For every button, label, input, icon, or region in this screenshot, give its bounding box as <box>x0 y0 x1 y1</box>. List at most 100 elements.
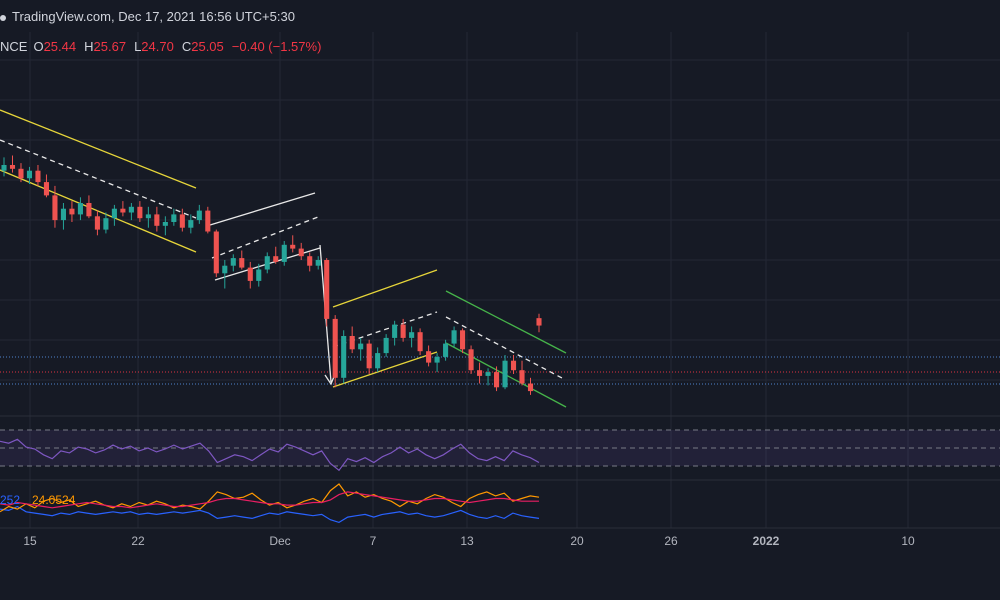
candle-body <box>26 170 33 179</box>
candle <box>281 241 287 266</box>
candle <box>120 201 126 217</box>
candle <box>171 208 177 226</box>
candle-body <box>35 170 41 183</box>
candle-body <box>375 353 381 369</box>
candle-body <box>409 332 415 338</box>
candle <box>358 337 364 361</box>
candle <box>69 201 75 222</box>
candle-body <box>213 231 219 274</box>
candle-body <box>281 244 287 262</box>
candle-body <box>179 214 185 228</box>
candle-body <box>536 318 542 326</box>
candle-body <box>426 351 432 363</box>
candle-body <box>222 265 228 274</box>
change-value: −0.40 (−1.57%) <box>231 39 322 54</box>
candle <box>493 366 500 392</box>
candle-body <box>77 203 83 215</box>
source-name: TradingView.com <box>12 8 111 24</box>
candle-body <box>485 372 491 376</box>
candle <box>26 166 33 184</box>
candle-body <box>400 324 406 338</box>
snapshot-datetime: Dec 17, 2021 16:56 UTC+5:30 <box>118 8 295 24</box>
candle-body <box>383 337 389 354</box>
channel-2-mid <box>211 216 319 259</box>
candle-body <box>230 258 236 266</box>
candle-body <box>392 324 398 338</box>
candle <box>111 204 117 226</box>
adx-line <box>0 491 539 509</box>
candle-body <box>9 165 16 169</box>
candle-body <box>86 203 92 217</box>
candle <box>35 165 41 186</box>
channel-1-upper <box>0 109 197 189</box>
candle <box>213 229 219 278</box>
candle <box>536 313 542 333</box>
candle-body <box>519 370 525 384</box>
candle <box>443 339 449 361</box>
dmi-value-label-2: 24.0524 <box>32 493 76 507</box>
dmi-plus-line <box>0 505 540 524</box>
candle-body <box>145 214 151 219</box>
candle <box>426 345 432 367</box>
time-axis-tick: 20 <box>570 534 584 548</box>
candle-body <box>477 370 483 376</box>
candle <box>222 260 228 289</box>
candle <box>298 242 304 260</box>
candle-body <box>162 222 168 226</box>
ohlc-legend: NCE O25.44 H25.67 L24.70 C25.05 −0.40 (−1.57%… <box>0 39 329 54</box>
attribution-bar: TradingView.com, Dec 17, 2021 16:56 UTC+… <box>0 0 1000 32</box>
candle <box>239 250 245 270</box>
high-value: 25.67 <box>93 39 127 54</box>
candle-body <box>298 248 304 257</box>
candle-body <box>111 208 117 219</box>
candle <box>43 174 50 198</box>
candle-body <box>52 195 58 221</box>
candle-body <box>502 360 508 388</box>
candle-body <box>256 269 262 281</box>
channel-1-mid <box>0 139 197 219</box>
candle-body <box>358 343 364 350</box>
candle <box>230 254 236 272</box>
candle <box>434 353 440 373</box>
candle <box>94 210 100 236</box>
candle-body <box>69 208 75 215</box>
candle <box>264 252 270 274</box>
candle <box>527 377 534 395</box>
close-label: C <box>181 39 192 54</box>
candle-body <box>94 216 100 230</box>
high-label: H <box>84 39 94 54</box>
candle-body <box>205 210 211 232</box>
candle <box>315 256 321 270</box>
candle-body <box>247 267 253 281</box>
candle <box>162 216 168 236</box>
open-label: O <box>33 39 44 54</box>
candle <box>18 163 24 183</box>
candle <box>400 318 406 342</box>
candle <box>502 355 508 390</box>
candle <box>188 214 194 234</box>
candle <box>60 203 66 230</box>
candle-body <box>239 258 245 268</box>
candle-body <box>137 206 143 219</box>
candle <box>205 206 211 234</box>
candle-body <box>443 343 449 357</box>
time-axis-tick: 26 <box>664 534 678 548</box>
candle <box>273 246 279 264</box>
candle <box>247 261 253 289</box>
low-value: 24.70 <box>141 39 174 54</box>
candle-body <box>307 256 313 266</box>
source-separator: , <box>111 8 119 24</box>
candle <box>154 206 160 232</box>
channel-3-upper <box>332 269 438 308</box>
candle-body <box>154 214 160 226</box>
candle-body <box>315 260 321 266</box>
candle <box>103 212 109 234</box>
candle <box>341 330 347 384</box>
rsi-line <box>0 438 540 472</box>
candle <box>137 201 143 222</box>
candle-body <box>1 165 7 171</box>
candle-body <box>460 330 466 350</box>
candle <box>460 328 466 354</box>
candle-body <box>417 332 423 352</box>
